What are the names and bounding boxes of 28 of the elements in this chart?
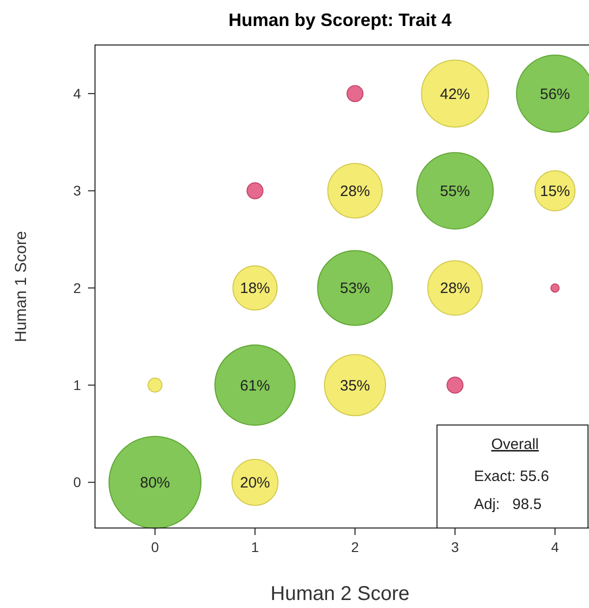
annotation: 61% <box>240 377 270 394</box>
annotation: Exact: 55.6 <box>474 468 550 485</box>
chart-title: Human by Scorept: Trait 4 <box>228 10 452 30</box>
annotation: 42% <box>440 86 470 103</box>
y-tick-label: 0 <box>73 474 82 490</box>
annotation: Adj: 98.5 <box>474 496 542 513</box>
annotation: 15% <box>540 183 570 200</box>
annotation: 20% <box>240 474 270 492</box>
y-tick-label: 1 <box>73 377 82 394</box>
annotation: 53% <box>340 280 370 298</box>
x-tick-label: 3 <box>451 539 460 555</box>
annotation: 28% <box>340 183 370 200</box>
y-tick-label: 2 <box>73 280 82 296</box>
x-axis-title: Human 2 Score <box>270 583 410 605</box>
x-tick-label: 4 <box>551 539 560 555</box>
y-tick-label: 4 <box>73 85 82 102</box>
annotation: Overall <box>491 436 539 453</box>
x-tick-label: 2 <box>351 539 360 555</box>
y-axis-title: Human 1 Score <box>13 230 30 342</box>
annotation: 55% <box>440 183 470 200</box>
annotation: 28% <box>440 280 470 298</box>
annotation: 18% <box>240 280 270 298</box>
annotation: 35% <box>340 377 370 394</box>
y-tick-label: 3 <box>73 182 82 199</box>
annotation: 56% <box>540 86 570 103</box>
annotation: 80% <box>140 474 170 492</box>
x-tick-label: 1 <box>251 539 260 555</box>
x-tick-label: 0 <box>151 539 160 555</box>
